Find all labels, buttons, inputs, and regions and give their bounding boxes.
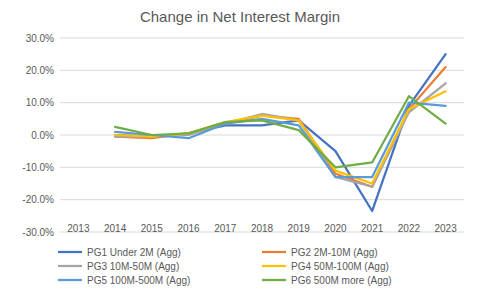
y-tick-label: 30.0% — [26, 33, 54, 44]
legend-item: PG6 500M more (Agg) — [262, 275, 392, 286]
x-tick-label: 2013 — [67, 223, 90, 234]
legend-swatch — [58, 251, 82, 253]
legend-item: PG1 Under 2M (Agg) — [58, 247, 181, 258]
y-tick-label: 20.0% — [26, 65, 54, 76]
background — [0, 0, 480, 292]
series-line — [115, 67, 446, 187]
series-line — [115, 96, 446, 167]
legend-label: PG4 50M-100M (Agg) — [291, 261, 389, 272]
legend-label: PG2 2M-10M (Agg) — [291, 247, 378, 258]
y-tick-label: -20.0% — [22, 194, 54, 205]
legend-swatch — [58, 279, 82, 281]
legend-item: PG5 100M-500M (Agg) — [58, 275, 190, 286]
x-tick-label: 2014 — [104, 223, 127, 234]
legend-item: PG3 10M-50M (Agg) — [58, 261, 179, 272]
series-line — [115, 83, 446, 186]
y-tick-label: -10.0% — [22, 162, 54, 173]
x-tick-label: 2021 — [361, 223, 384, 234]
legend-label: PG5 100M-500M (Agg) — [87, 275, 190, 286]
legend-item: PG2 2M-10M (Agg) — [262, 247, 378, 258]
y-tick-label: 10.0% — [26, 97, 54, 108]
legend-swatch — [262, 279, 286, 281]
grid-line — [60, 38, 464, 39]
x-tick-label: 2015 — [141, 223, 164, 234]
legend-label: PG6 500M more (Agg) — [291, 275, 392, 286]
legend-swatch — [262, 251, 286, 253]
grid-line — [60, 102, 464, 103]
x-tick-label: 2023 — [435, 223, 458, 234]
legend-item: PG4 50M-100M (Agg) — [262, 261, 389, 272]
legend-swatch — [58, 265, 82, 267]
legend-label: PG3 10M-50M (Agg) — [87, 261, 179, 272]
y-tick-label: -30.0% — [22, 227, 54, 238]
y-tick-label: 0.0% — [31, 130, 54, 141]
grid-line — [60, 70, 464, 71]
series-line — [115, 91, 446, 183]
legend-swatch — [262, 265, 286, 267]
x-tick-label: 2019 — [288, 223, 311, 234]
legend-label: PG1 Under 2M (Agg) — [87, 247, 181, 258]
grid-line — [60, 199, 464, 200]
x-tick-label: 2020 — [324, 223, 347, 234]
series-line — [115, 54, 446, 211]
x-tick-label: 2017 — [214, 223, 237, 234]
chart: Change in Net Interest Margin -30.0% -20.0… — [0, 0, 480, 292]
x-tick-label: 2022 — [398, 223, 421, 234]
x-tick-label: 2018 — [251, 223, 274, 234]
grid-line — [60, 167, 464, 168]
series-line — [115, 103, 446, 177]
x-tick-label: 2016 — [177, 223, 200, 234]
title: Change in Net Interest Margin — [140, 8, 340, 25]
plot-area — [115, 54, 446, 211]
